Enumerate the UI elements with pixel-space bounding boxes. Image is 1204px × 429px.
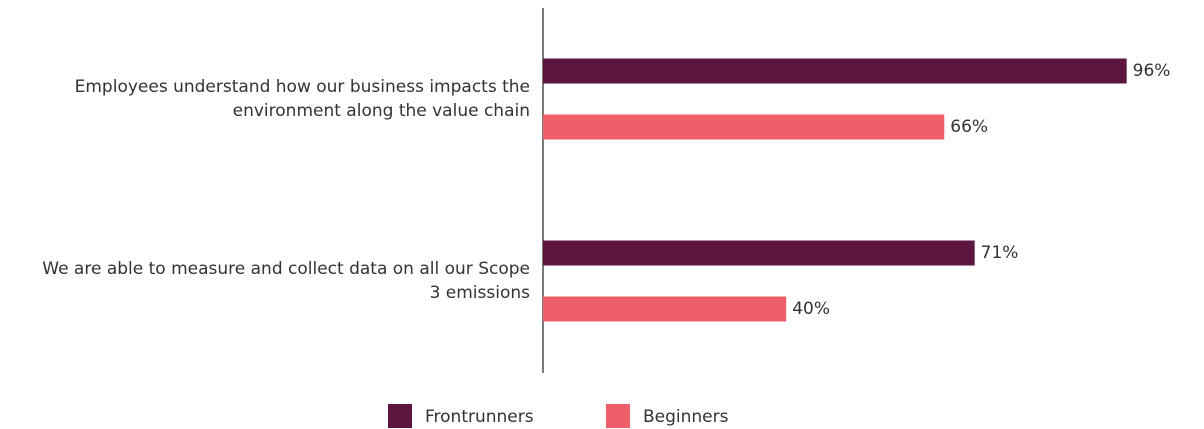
value-label: 96% xyxy=(1133,61,1171,81)
bar xyxy=(543,240,975,266)
value-label: 40% xyxy=(792,299,830,319)
bar xyxy=(543,296,787,322)
legend-label: Beginners xyxy=(643,407,729,427)
bar xyxy=(543,58,1127,84)
category-label: We are able to measure and collect data … xyxy=(42,259,530,303)
value-label: 71% xyxy=(981,243,1019,263)
value-label: 66% xyxy=(950,117,988,137)
category-label: Employees understand how our business im… xyxy=(74,77,530,121)
legend-swatch xyxy=(388,404,412,428)
bar xyxy=(543,114,945,140)
legend-label: Frontrunners xyxy=(425,407,534,427)
legend-swatch xyxy=(606,404,630,428)
